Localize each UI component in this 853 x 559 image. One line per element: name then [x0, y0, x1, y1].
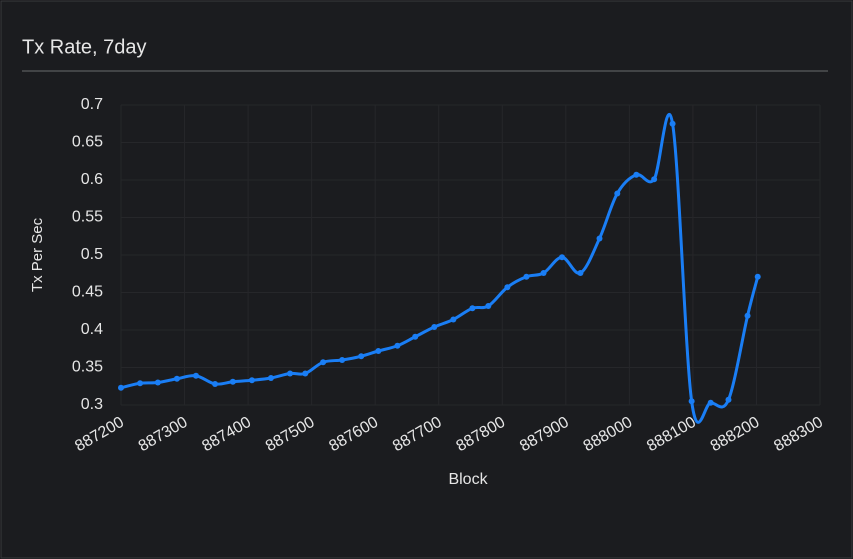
data-point [173, 375, 180, 382]
data-point [754, 273, 761, 280]
data-point [651, 176, 658, 183]
data-point [192, 372, 199, 379]
y-axis-label: Tx Per Sec [29, 217, 46, 292]
data-point [523, 273, 530, 280]
data-point [504, 284, 511, 291]
data-point [725, 396, 732, 403]
data-point [212, 381, 219, 387]
data-point [302, 370, 309, 377]
data-point [559, 254, 566, 261]
x-axis-label: Block [448, 471, 488, 488]
y-tick-label: 0.45 [72, 284, 103, 301]
data-point [267, 375, 274, 381]
data-point [469, 305, 476, 312]
data-point [320, 359, 327, 366]
data-point [287, 370, 294, 377]
data-point [394, 342, 401, 349]
data-point [229, 378, 236, 385]
data-point [744, 312, 751, 319]
data-point [688, 398, 695, 405]
y-tick-label: 0.65 [72, 134, 103, 151]
data-point [614, 190, 621, 197]
data-point [485, 303, 492, 309]
y-tick-label: 0.6 [81, 171, 103, 188]
data-point [154, 379, 161, 386]
data-point [431, 324, 438, 330]
data-point [118, 384, 124, 391]
data-point [450, 316, 457, 323]
y-tick-label: 0.4 [81, 321, 103, 338]
data-point [596, 235, 603, 242]
data-point [707, 399, 714, 406]
data-point [375, 348, 382, 354]
y-tick-label: 0.55 [72, 209, 103, 226]
y-tick-label: 0.7 [81, 96, 103, 113]
chart-title: Tx Rate, 7day [22, 36, 147, 58]
data-point [412, 333, 419, 340]
data-point [137, 380, 144, 387]
y-tick-label: 0.35 [72, 359, 103, 376]
data-point [633, 171, 640, 178]
data-point [339, 357, 346, 363]
data-point [248, 377, 255, 384]
data-point [358, 353, 365, 360]
data-point [540, 270, 547, 276]
data-point [577, 270, 584, 276]
data-point [669, 120, 676, 127]
y-tick-label: 0.3 [81, 396, 103, 413]
y-tick-label: 0.5 [81, 246, 103, 263]
